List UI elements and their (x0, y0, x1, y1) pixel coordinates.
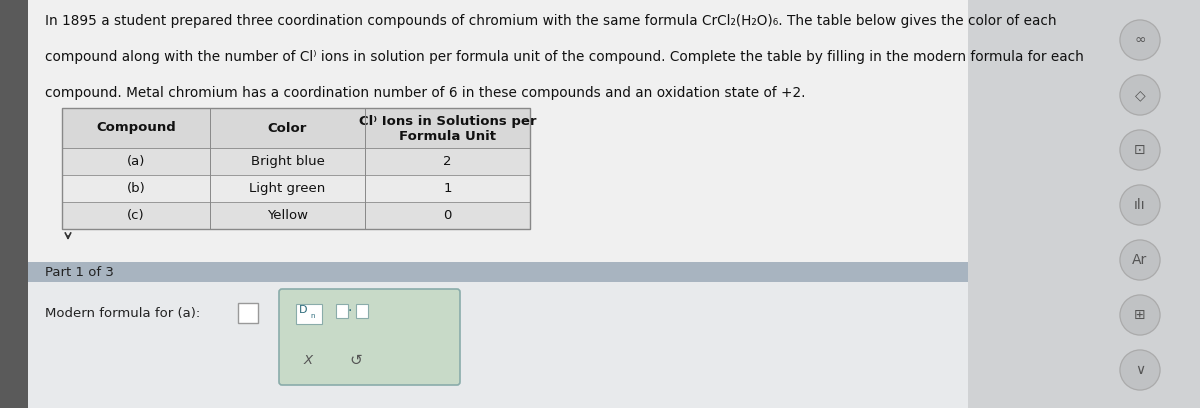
Text: 2: 2 (443, 155, 451, 168)
Text: In 1895 a student prepared three coordination compounds of chromium with the sam: In 1895 a student prepared three coordin… (46, 14, 1057, 28)
Text: X: X (304, 353, 312, 366)
Text: (b): (b) (127, 182, 145, 195)
Text: (a): (a) (127, 155, 145, 168)
Text: 0: 0 (443, 209, 451, 222)
Bar (62, 108, 530, 229)
Text: ∞: ∞ (1134, 33, 1146, 47)
Circle shape (1120, 350, 1160, 390)
Circle shape (1120, 240, 1160, 280)
Text: Light green: Light green (250, 182, 325, 195)
Bar (296, 304, 322, 324)
Text: Ar: Ar (1133, 253, 1147, 267)
FancyBboxPatch shape (278, 289, 460, 385)
Bar (28, 262, 968, 282)
Circle shape (1120, 295, 1160, 335)
Text: Part 1 of 3: Part 1 of 3 (46, 266, 114, 279)
Text: Color: Color (268, 122, 307, 135)
Text: ·: · (348, 304, 352, 318)
Text: ↺: ↺ (349, 353, 362, 368)
Text: ⊞: ⊞ (1134, 308, 1146, 322)
Bar (62, 108, 530, 148)
Text: ∨: ∨ (1135, 363, 1145, 377)
Text: n: n (311, 313, 316, 319)
Bar (62, 148, 530, 175)
Text: (c): (c) (127, 209, 145, 222)
Circle shape (1120, 130, 1160, 170)
Text: ◇: ◇ (1135, 88, 1145, 102)
Text: Modern formula for (a):: Modern formula for (a): (46, 306, 200, 319)
Text: compound along with the number of Cl⁾ ions in solution per formula unit of the c: compound along with the number of Cl⁾ io… (46, 50, 1084, 64)
Circle shape (1120, 20, 1160, 60)
Bar (336, 304, 348, 318)
Text: Compound: Compound (96, 122, 176, 135)
Bar (28, 262, 968, 276)
Text: ⊡: ⊡ (1134, 143, 1146, 157)
Bar (62, 202, 530, 229)
Text: Yellow: Yellow (266, 209, 308, 222)
Bar (968, 0, 1200, 408)
Bar (0, 0, 28, 408)
Bar (238, 303, 258, 323)
Circle shape (1120, 185, 1160, 225)
Bar (356, 304, 368, 318)
Text: Cl⁾ Ions in Solutions per: Cl⁾ Ions in Solutions per (359, 115, 536, 127)
Bar (62, 175, 530, 202)
Text: 1: 1 (443, 182, 451, 195)
Circle shape (1120, 75, 1160, 115)
Bar (28, 0, 968, 262)
Text: D: D (299, 305, 307, 315)
Bar (28, 276, 968, 408)
Text: Formula Unit: Formula Unit (398, 131, 496, 144)
Text: ılı: ılı (1134, 198, 1146, 212)
Text: Bright blue: Bright blue (251, 155, 324, 168)
Text: compound. Metal chromium has a coordination number of 6 in these compounds and a: compound. Metal chromium has a coordinat… (46, 86, 805, 100)
